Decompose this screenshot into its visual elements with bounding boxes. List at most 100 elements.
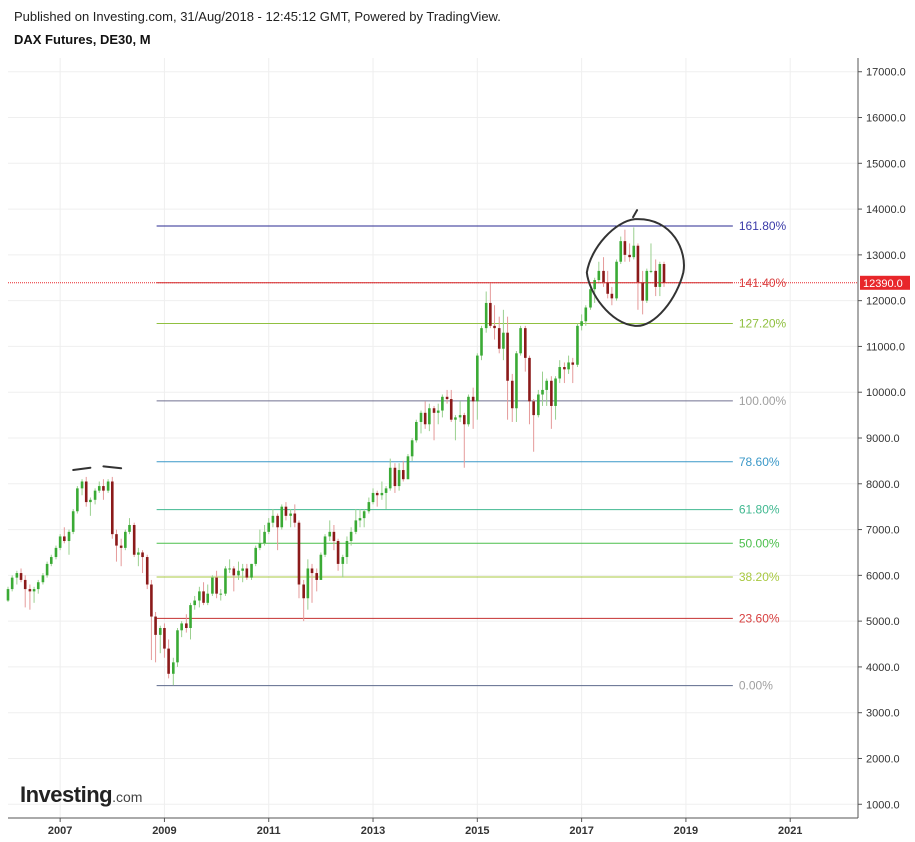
candle-body — [297, 522, 301, 585]
candle-body — [19, 573, 23, 580]
x-tick-label: 2009 — [152, 825, 176, 837]
annotation-circle-tick — [632, 209, 639, 219]
candle-body — [49, 557, 53, 564]
candle-body — [237, 570, 240, 576]
candle-body — [445, 396, 449, 400]
candle-body — [632, 245, 636, 258]
candle-body — [380, 492, 384, 496]
investing-logo: Investing.com — [20, 782, 142, 808]
candle-body — [658, 264, 662, 287]
candle-body — [484, 302, 488, 329]
fib-level-label: 100.00% — [739, 394, 787, 408]
candle-body — [662, 264, 666, 283]
candle-body — [423, 412, 427, 425]
candle-body — [284, 506, 288, 516]
candle-body — [336, 541, 340, 564]
candle-body — [571, 362, 575, 365]
candle-body — [32, 589, 36, 592]
candle-body — [545, 380, 548, 390]
candle-body — [258, 543, 262, 548]
candle-body — [267, 522, 271, 532]
candle-body — [619, 241, 623, 262]
candle-body — [293, 513, 297, 523]
fib-level-label: 23.60% — [739, 611, 780, 625]
candle-body — [649, 270, 653, 272]
candle-body — [441, 396, 444, 411]
candle-body — [115, 534, 118, 546]
candle-body — [58, 536, 62, 548]
candle-body — [137, 552, 140, 555]
x-tick-label: 2015 — [465, 825, 489, 837]
candle-body — [345, 541, 349, 558]
candle-body — [163, 628, 166, 649]
candle-body — [172, 662, 175, 674]
candle-body — [432, 408, 436, 413]
candle-body — [362, 511, 366, 519]
candle-body — [124, 531, 127, 548]
candle-body — [641, 282, 644, 301]
candle-body — [654, 270, 657, 287]
candle-body — [576, 325, 579, 365]
candle-body — [563, 367, 566, 370]
candle-body — [232, 568, 236, 576]
logo-domain: .com — [112, 789, 143, 805]
candle-body — [636, 245, 640, 283]
candle-body — [328, 531, 332, 537]
candle-body — [410, 440, 414, 457]
candle-body — [10, 577, 14, 590]
candle-body — [36, 582, 40, 590]
candle-body — [271, 515, 275, 523]
candle-body — [219, 593, 223, 595]
candle-body — [554, 378, 557, 406]
candle-body — [150, 584, 153, 617]
candle-body — [449, 399, 453, 420]
candle-body — [480, 328, 483, 356]
fib-level-label: 61.80% — [739, 503, 780, 517]
logo-wordmark: Investing — [20, 782, 113, 807]
y-tick-label: 9000.0 — [866, 433, 900, 445]
candle-body — [154, 616, 157, 635]
y-tick-label: 7000.0 — [866, 525, 900, 537]
candle-body — [228, 568, 231, 570]
candle-body — [276, 515, 279, 528]
published-notice: Published on Investing.com, 31/Aug/2018 … — [14, 9, 501, 24]
candle-body — [76, 488, 79, 512]
candle-body — [458, 415, 462, 418]
fib-level-label: 38.20% — [739, 570, 780, 584]
candle-body — [211, 577, 214, 594]
candle-body — [54, 547, 58, 558]
candle-body — [623, 241, 627, 255]
y-tick-label: 8000.0 — [866, 479, 900, 491]
fib-level-label: 50.00% — [739, 536, 780, 550]
candle-body — [528, 357, 531, 402]
candle-body — [332, 531, 336, 542]
candle-body — [119, 545, 123, 548]
candle-body — [493, 325, 496, 329]
candle-body — [180, 623, 183, 631]
y-tick-label: 1000.0 — [866, 799, 900, 811]
candle-body — [158, 628, 162, 635]
candle-body — [597, 270, 601, 281]
candle-body — [185, 623, 188, 628]
y-tick-label: 10000.0 — [866, 387, 906, 399]
candle-body — [306, 568, 310, 599]
candle-body — [84, 481, 88, 503]
candle-body — [289, 513, 292, 516]
x-tick-label: 2007 — [48, 825, 72, 837]
y-tick-label: 17000.0 — [866, 67, 906, 79]
candle-body — [589, 289, 592, 308]
candle-body — [106, 481, 110, 491]
candle-body — [462, 415, 466, 425]
candle-body — [128, 524, 131, 532]
candle-body — [602, 270, 605, 283]
candle-body — [628, 254, 631, 258]
y-tick-label: 15000.0 — [866, 158, 906, 170]
candle-body — [263, 531, 266, 544]
candle-body — [415, 421, 418, 441]
candle-body — [341, 557, 345, 564]
candle-body — [384, 488, 388, 493]
candle-body — [189, 605, 192, 628]
candle-body — [323, 536, 327, 555]
candle-body — [606, 282, 609, 294]
